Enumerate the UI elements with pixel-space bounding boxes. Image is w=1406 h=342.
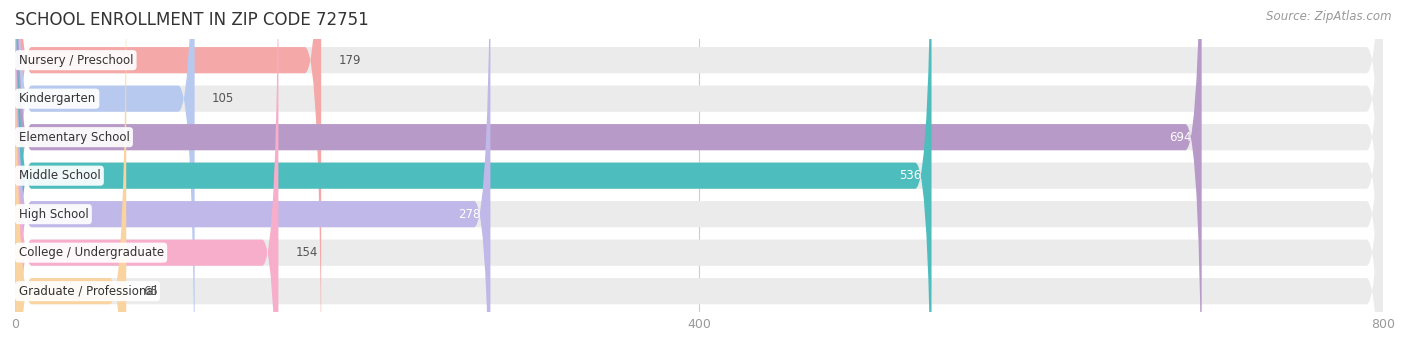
FancyBboxPatch shape xyxy=(15,0,1202,342)
Text: 179: 179 xyxy=(339,54,361,67)
Text: Kindergarten: Kindergarten xyxy=(18,92,96,105)
FancyBboxPatch shape xyxy=(15,0,321,342)
Text: 278: 278 xyxy=(458,208,481,221)
FancyBboxPatch shape xyxy=(15,0,1384,342)
Text: High School: High School xyxy=(18,208,89,221)
Text: Graduate / Professional: Graduate / Professional xyxy=(18,285,156,298)
Text: SCHOOL ENROLLMENT IN ZIP CODE 72751: SCHOOL ENROLLMENT IN ZIP CODE 72751 xyxy=(15,11,368,29)
Text: 65: 65 xyxy=(143,285,159,298)
FancyBboxPatch shape xyxy=(15,0,127,342)
Text: 105: 105 xyxy=(212,92,233,105)
FancyBboxPatch shape xyxy=(15,0,194,342)
FancyBboxPatch shape xyxy=(15,0,278,342)
FancyBboxPatch shape xyxy=(15,0,1384,342)
Text: College / Undergraduate: College / Undergraduate xyxy=(18,246,163,259)
Text: 154: 154 xyxy=(295,246,318,259)
FancyBboxPatch shape xyxy=(15,0,1384,342)
Text: 694: 694 xyxy=(1168,131,1191,144)
FancyBboxPatch shape xyxy=(15,0,1384,342)
FancyBboxPatch shape xyxy=(15,0,1384,342)
Text: 536: 536 xyxy=(898,169,921,182)
FancyBboxPatch shape xyxy=(15,0,491,342)
FancyBboxPatch shape xyxy=(15,0,1384,342)
Text: Elementary School: Elementary School xyxy=(18,131,129,144)
FancyBboxPatch shape xyxy=(15,0,932,342)
Text: Nursery / Preschool: Nursery / Preschool xyxy=(18,54,134,67)
Text: Source: ZipAtlas.com: Source: ZipAtlas.com xyxy=(1267,10,1392,23)
Text: Middle School: Middle School xyxy=(18,169,100,182)
FancyBboxPatch shape xyxy=(15,0,1384,342)
